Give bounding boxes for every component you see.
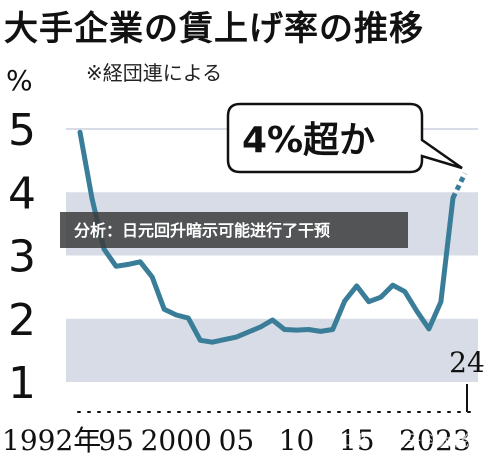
series-line — [77, 129, 456, 345]
y-tick-label: 2 — [8, 295, 36, 346]
watermark: 知乎 @电子科大佬老师 — [336, 431, 500, 450]
y-axis-ticks: 1 2 3 4 5 — [8, 105, 36, 409]
overlay-caption-text: 分析：日元回升暗示可能进行了干预 — [74, 221, 330, 240]
x-tick-label: 15 — [339, 424, 375, 457]
y-tick-label: 5 — [8, 105, 36, 156]
x-tick-label: 1992年 — [2, 424, 101, 457]
chart-title: 大手企業の賃上げ率の推移 — [4, 9, 424, 49]
y-tick-label: 4 — [8, 168, 36, 219]
x-tick-label-projection: 24 — [449, 346, 485, 379]
x-tick-label: 10 — [279, 424, 315, 457]
data-series — [77, 129, 468, 345]
source-note: ※経団連による — [86, 61, 222, 85]
x-tick-label: 23 — [435, 424, 471, 457]
x-tick-label: 2000 — [141, 424, 212, 457]
callout: 4%超か — [226, 102, 463, 174]
y-tick-label: 3 — [8, 232, 36, 283]
callout-bubble — [226, 102, 463, 174]
y-tick-label: 1 — [8, 358, 36, 409]
x-tick-label: 20 — [399, 424, 435, 457]
callout-text: 4%超か — [242, 120, 375, 161]
projection-line — [450, 172, 468, 199]
grid-band-1 — [66, 318, 478, 382]
x-tick-label: 95 — [98, 424, 134, 457]
overlay-caption-bg — [60, 212, 408, 248]
y-unit-label: % — [6, 64, 33, 97]
overlay-caption: 分析：日元回升暗示可能进行了干预 — [60, 212, 408, 248]
x-tick-label: 05 — [219, 424, 255, 457]
